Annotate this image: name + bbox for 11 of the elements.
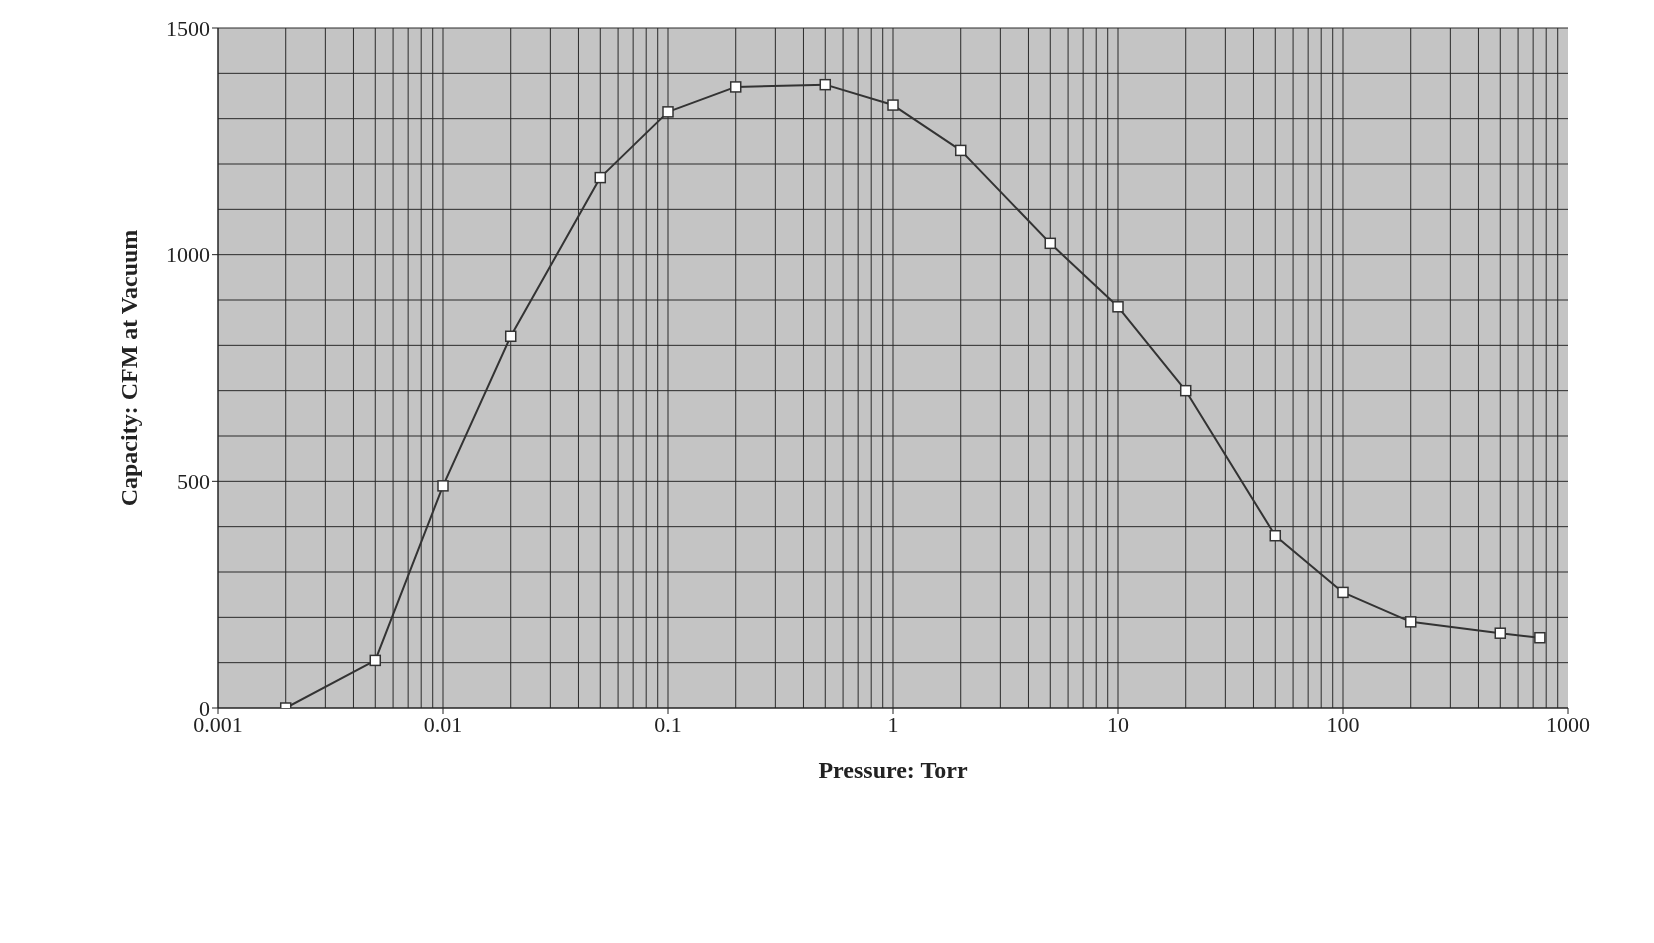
x-tick-label: 1000	[1546, 711, 1590, 737]
y-axis-title: Capacity: CFM at Vacuum	[115, 229, 142, 507]
x-tick-label: 100	[1326, 711, 1360, 737]
x-tick-label: 10	[1107, 711, 1129, 737]
y-tick-label: 500	[177, 469, 210, 495]
x-axis-title: Pressure: Torr	[818, 757, 968, 783]
y-tick-label: 1500	[166, 15, 210, 41]
x-tick-label: 0.01	[423, 711, 463, 737]
x-tick-label: 1	[887, 711, 899, 737]
x-tick-label: 0.1	[654, 711, 682, 737]
y-tick-label: 1000	[166, 242, 210, 268]
